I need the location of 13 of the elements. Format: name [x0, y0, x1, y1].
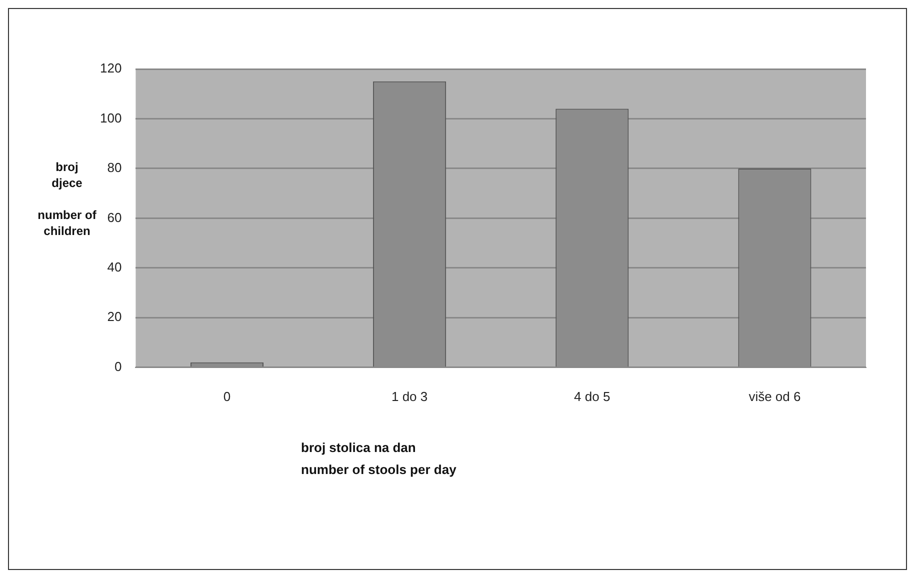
- x-tick-label: 0: [223, 388, 231, 404]
- x-tick-label: 1 do 3: [391, 388, 428, 404]
- y-tick-label: 20: [107, 309, 122, 324]
- x-tick-label: 4 do 5: [574, 388, 610, 404]
- y-tick-label: 80: [107, 160, 122, 176]
- y-tick-label: 100: [100, 110, 122, 126]
- x-axis-title: broj stolica na dan number of stools per day: [301, 439, 456, 479]
- y-tick-label: 0: [114, 358, 122, 374]
- y-tick-label: 60: [107, 210, 122, 225]
- x-tick-label: više od 6: [748, 388, 801, 404]
- y-tick-label: 120: [100, 60, 122, 76]
- text: broj djece number of children: [38, 160, 96, 238]
- y-tick-label: 40: [107, 260, 122, 275]
